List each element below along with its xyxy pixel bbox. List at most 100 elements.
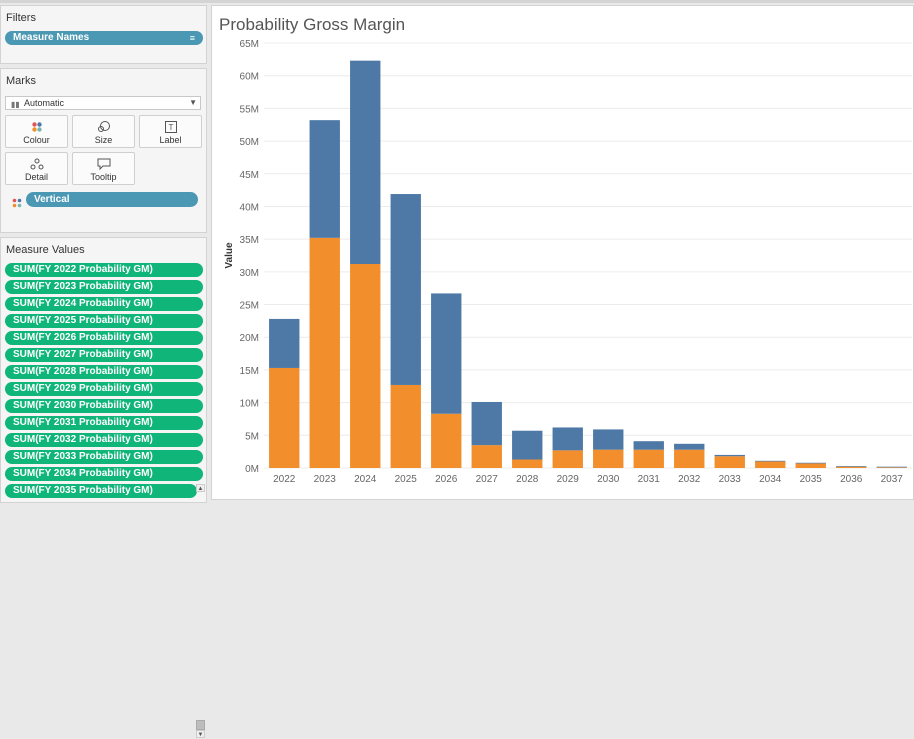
x-tick-label: 2027 xyxy=(476,474,499,485)
bar-segment xyxy=(633,449,664,468)
measure-names-label: Measure Names xyxy=(13,32,90,43)
bar-segment xyxy=(309,120,340,238)
bar-segment xyxy=(269,367,300,468)
y-tick-label: 20M xyxy=(240,333,259,344)
y-tick-label: 60M xyxy=(240,72,259,83)
measure-value-pill[interactable]: SUM(FY 2032 Probability GM) xyxy=(5,433,203,447)
y-axis-title: Value xyxy=(224,242,235,269)
detail-button[interactable]: Detail xyxy=(5,152,68,185)
measure-value-pill[interactable]: SUM(FY 2031 Probability GM) xyxy=(5,416,203,430)
x-tick-label: 2024 xyxy=(354,474,377,485)
svg-text:T: T xyxy=(168,123,173,132)
colour-button[interactable]: Colour xyxy=(5,115,68,148)
x-tick-label: 2032 xyxy=(678,474,701,485)
detail-icon xyxy=(6,156,67,172)
measure-value-pill[interactable]: SUM(FY 2025 Probability GM) xyxy=(5,314,203,328)
colour-pill-icon xyxy=(12,195,22,213)
filters-shelf: Filters Measure Names ≡ xyxy=(0,5,207,64)
bar-segment xyxy=(674,449,705,468)
detail-label: Detail xyxy=(24,172,48,182)
label-button[interactable]: T Label xyxy=(139,115,202,148)
bar-segment xyxy=(350,264,381,468)
measure-values-title: Measure Values xyxy=(6,244,85,256)
x-tick-label: 2028 xyxy=(516,474,539,485)
bar-segment xyxy=(593,449,624,468)
y-tick-label: 35M xyxy=(240,235,259,246)
x-tick-label: 2030 xyxy=(597,474,620,485)
mark-type-value: Automatic xyxy=(24,98,65,108)
bar-chart-icon: ▮▮ xyxy=(11,100,20,109)
tooltip-icon xyxy=(73,156,134,172)
bar-segment xyxy=(755,460,786,462)
measure-value-pill[interactable]: SUM(FY 2029 Probability GM) xyxy=(5,382,203,396)
bar-segment xyxy=(390,194,421,385)
measure-values-scrollbar[interactable]: ▲ ▼ xyxy=(196,484,205,738)
chart-view: Probability Gross Margin 0M 5M 10M 15M 20M 25… xyxy=(211,5,914,500)
y-tick-label: 15M xyxy=(240,366,259,377)
top-separator xyxy=(0,0,914,3)
marks-card: Marks ▮▮ Automatic ▼ Colour Size T xyxy=(0,68,207,233)
bar-segment xyxy=(836,466,867,467)
x-tick-label: 2037 xyxy=(881,474,904,485)
measure-value-pill[interactable]: SUM(FY 2033 Probability GM) xyxy=(5,450,203,464)
marks-title: Marks xyxy=(6,75,36,87)
vertical-colour-pill[interactable]: Vertical xyxy=(26,192,198,207)
y-tick-label: 30M xyxy=(240,268,259,279)
measure-value-pill[interactable]: SUM(FY 2034 Probability GM) xyxy=(5,467,203,481)
scroll-up-icon[interactable]: ▲ xyxy=(196,484,205,492)
measure-value-pill[interactable]: SUM(FY 2024 Probability GM) xyxy=(5,297,203,311)
chart-title: Probability Gross Margin xyxy=(219,15,406,34)
bar-segment xyxy=(876,467,907,468)
label-label: Label xyxy=(159,135,182,145)
bar-segment xyxy=(674,443,705,450)
bar-segment xyxy=(471,401,502,446)
bar-segment xyxy=(795,462,826,464)
measure-value-pill[interactable]: SUM(FY 2035 Probability GM) xyxy=(5,484,197,498)
size-button[interactable]: Size xyxy=(72,115,135,148)
x-tick-label: 2034 xyxy=(759,474,782,485)
colour-icon xyxy=(6,119,67,135)
vertical-pill-label: Vertical xyxy=(34,194,70,205)
bar-segment xyxy=(431,413,462,468)
measure-value-pill[interactable]: SUM(FY 2030 Probability GM) xyxy=(5,399,203,413)
measure-value-pill[interactable]: SUM(FY 2022 Probability GM) xyxy=(5,263,203,277)
y-tick-label: 45M xyxy=(240,170,259,181)
y-tick-label: 10M xyxy=(240,399,259,410)
measure-values-shelf: Measure Values SUM(FY 2022 Probability G… xyxy=(0,237,207,738)
bar-segment xyxy=(836,466,867,468)
bar-segment xyxy=(714,456,745,468)
bar-chart: 0M 5M 10M 15M 20M 25M 30M 35M 40M 45M 50M 55M 60M 65M… xyxy=(224,39,912,485)
tooltip-button[interactable]: Tooltip xyxy=(72,152,135,185)
y-tick-label: 40M xyxy=(240,202,259,213)
bar-segment xyxy=(633,441,664,450)
measure-value-pill[interactable]: SUM(FY 2026 Probability GM) xyxy=(5,331,203,345)
scroll-thumb[interactable] xyxy=(196,720,205,730)
scroll-down-icon[interactable]: ▼ xyxy=(196,730,205,738)
y-tick-label: 65M xyxy=(240,39,259,50)
bar-segment xyxy=(755,461,786,468)
mark-type-dropdown[interactable]: ▮▮ Automatic ▼ xyxy=(5,96,201,110)
bar-segment xyxy=(471,445,502,468)
y-tick-label: 0M xyxy=(245,464,259,475)
x-tick-label: 2029 xyxy=(557,474,580,485)
measure-value-pill[interactable]: SUM(FY 2028 Probability GM) xyxy=(5,365,203,379)
y-tick-label: 5M xyxy=(245,431,259,442)
x-tick-label: 2035 xyxy=(800,474,823,485)
x-tick-label: 2031 xyxy=(638,474,661,485)
bar-segment xyxy=(309,237,340,468)
bar-segment xyxy=(552,427,583,451)
x-tick-label: 2033 xyxy=(719,474,742,485)
bar-segment xyxy=(269,318,300,368)
bar-segment xyxy=(431,293,462,414)
sort-icon[interactable]: ≡ xyxy=(189,33,195,43)
bar-segment xyxy=(390,384,421,468)
size-label: Size xyxy=(94,135,113,145)
measure-value-pill[interactable]: SUM(FY 2023 Probability GM) xyxy=(5,280,203,294)
tooltip-label: Tooltip xyxy=(90,172,117,182)
measure-value-pill[interactable]: SUM(FY 2027 Probability GM) xyxy=(5,348,203,362)
measure-names-pill[interactable]: Measure Names ≡ xyxy=(5,31,203,45)
bar-segment xyxy=(795,463,826,468)
chevron-down-icon[interactable]: ▼ xyxy=(189,98,197,107)
bar-segment xyxy=(350,60,381,265)
x-tick-label: 2036 xyxy=(840,474,863,485)
